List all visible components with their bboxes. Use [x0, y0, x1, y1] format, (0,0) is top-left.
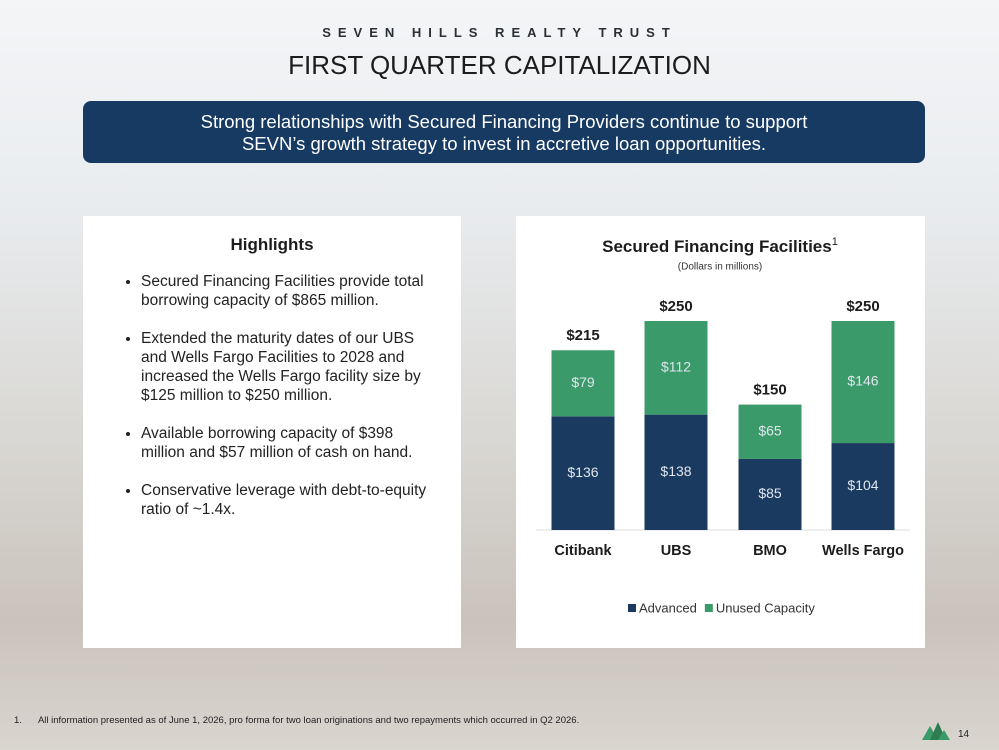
footnote-marker: 1. [14, 715, 22, 726]
total-label: $250 [659, 298, 692, 315]
value-label: $112 [661, 359, 691, 375]
bar-segment [738, 458, 802, 530]
value-label: $104 [847, 477, 878, 493]
chart: Secured Financing Facilities1 (Dollars i… [536, 236, 910, 615]
total-label: $215 [566, 327, 599, 344]
value-label: $136 [567, 464, 598, 480]
highlights-title: Highlights [230, 235, 314, 254]
legend-swatch [628, 604, 636, 612]
banner-line: Strong relationships with Secured Financ… [200, 111, 808, 132]
chart-title-note: 1 [832, 236, 838, 248]
page-number: 14 [958, 729, 970, 740]
slide-title: FIRST QUARTER CAPITALIZATION [288, 50, 711, 80]
banner-line: SEVN’s growth strategy to invest in accr… [241, 133, 767, 154]
legend-swatch [704, 604, 713, 612]
highlight-bullet: Extended the maturity dates of our UBS a… [141, 329, 441, 405]
bar-segment [644, 321, 708, 415]
footnote: 1. All information presented as of June 1… [14, 715, 579, 726]
x-tick-label: Wells Fargo [822, 543, 904, 559]
logo [922, 722, 950, 740]
x-tick-label: BMO [753, 543, 787, 559]
bar-segment [551, 416, 615, 530]
value-label: $146 [847, 373, 878, 389]
company-name: SEVEN HILLS REALTY TRUST [322, 25, 677, 40]
x-tick-label: Citibank [554, 543, 612, 559]
chart-subtitle: (Dollars in millions) [678, 262, 762, 273]
bar-segment [831, 443, 895, 530]
bar-segment [831, 321, 895, 444]
footnote-text: All information presented as of June 1, … [37, 715, 580, 726]
legend-label: Advanced [639, 600, 697, 615]
banner: Strong relationships with Secured Financ… [83, 101, 925, 163]
bar-segment [738, 404, 802, 459]
x-tick-label: UBS [661, 543, 692, 559]
value-label: $79 [571, 374, 595, 390]
chart-title: Secured Financing Facilities1 [602, 236, 838, 257]
bar-segment [644, 414, 708, 530]
value-label: $65 [758, 422, 782, 438]
total-label: $250 [846, 298, 879, 315]
value-label: $138 [660, 463, 691, 479]
chart-card: Secured Financing Facilities1 (Dollars i… [516, 216, 925, 648]
highlight-bullet: Available borrowing capacity of $398 mil… [141, 424, 441, 462]
bar-segment [551, 350, 615, 417]
total-label: $150 [753, 382, 786, 399]
value-label: $85 [758, 485, 782, 501]
highlights-list: Secured Financing Facilities provide tot… [119, 272, 441, 538]
chart-title-text: Secured Financing Facilities [602, 237, 832, 256]
highlight-bullet: Conservative leverage with debt-to-equit… [141, 481, 441, 519]
highlights-card: Highlights Secured Financing Facilities … [83, 216, 461, 648]
legend-label: Unused Capacity [716, 600, 815, 615]
highlight-bullet: Secured Financing Facilities provide tot… [141, 272, 441, 310]
